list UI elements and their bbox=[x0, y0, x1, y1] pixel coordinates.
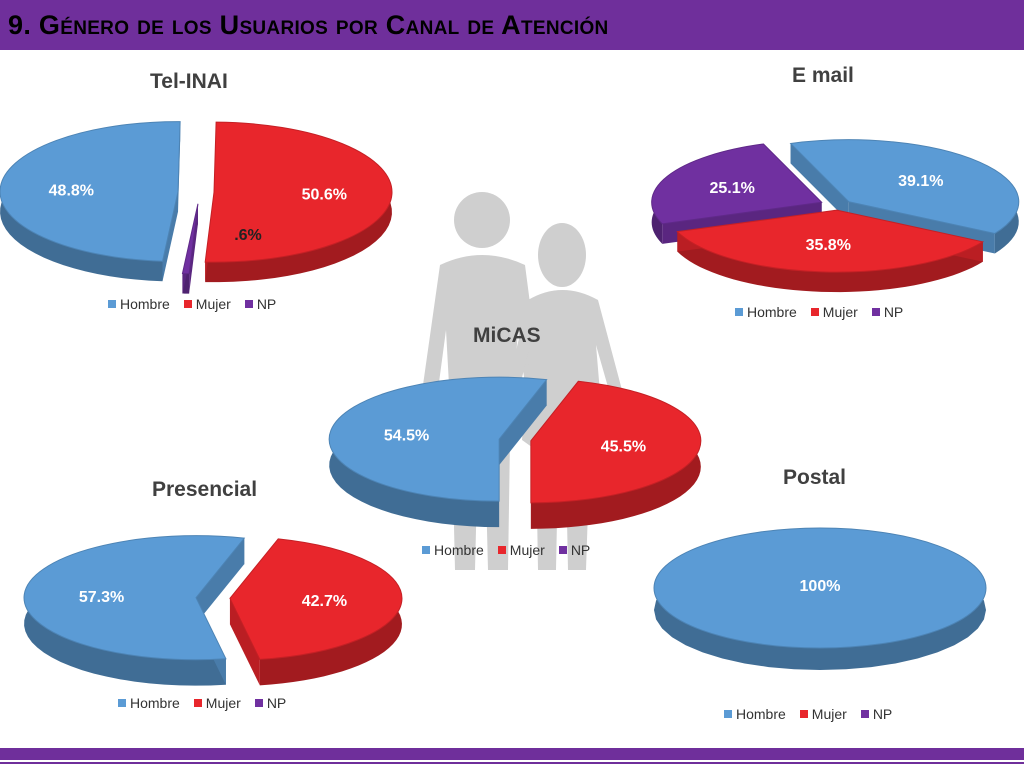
legend-item-hombre: Hombre bbox=[422, 542, 484, 558]
pie-slice-hombre bbox=[0, 121, 181, 262]
legend-item-mujer: Mujer bbox=[810, 304, 858, 320]
pie-slice-hombre bbox=[789, 139, 1020, 234]
pie-slice-edge bbox=[790, 143, 849, 222]
swatch-mujer bbox=[810, 308, 819, 316]
legend-item-mujer: Mujer bbox=[799, 706, 847, 722]
swatch-np bbox=[871, 308, 880, 316]
legend-item-hombre: Hombre bbox=[724, 706, 786, 722]
legend-label: Mujer bbox=[822, 304, 858, 320]
pie-micas: 54.5% 45.5% bbox=[328, 376, 702, 529]
legend-micas: Hombre Mujer NP bbox=[422, 542, 590, 558]
chart-title-email: E mail bbox=[792, 64, 854, 87]
pie-slice-mujer bbox=[229, 538, 403, 660]
swatch-hombre bbox=[118, 699, 126, 707]
pie-slice-wall bbox=[677, 231, 983, 293]
legend-label: Hombre bbox=[130, 695, 180, 711]
legend-email: Hombre Mujer NP bbox=[735, 304, 903, 320]
swatch-hombre bbox=[724, 710, 732, 718]
data-label-np: 25.1% bbox=[709, 180, 754, 197]
chart-title-presencial: Presencial bbox=[152, 478, 258, 501]
legend-postal: Hombre Mujer NP bbox=[724, 706, 892, 722]
footer-line bbox=[0, 762, 1024, 764]
data-label-hombre: 54.5% bbox=[384, 427, 429, 444]
data-label-mujer: 50.6% bbox=[302, 187, 347, 204]
pie-slice-np bbox=[651, 143, 823, 225]
page-title: 9. Género de los Usuarios por Canal de A… bbox=[8, 10, 609, 40]
data-label-mujer: 35.8% bbox=[806, 237, 851, 254]
swatch-mujer bbox=[497, 546, 506, 554]
legend-item-hombre: Hombre bbox=[118, 695, 180, 711]
legend-label: NP bbox=[256, 296, 277, 312]
swatch-mujer bbox=[193, 699, 202, 707]
swatch-np bbox=[558, 546, 567, 554]
pie-slice-edge bbox=[229, 598, 260, 686]
legend-item-mujer: Mujer bbox=[193, 695, 241, 711]
swatch-np bbox=[860, 710, 869, 718]
data-label-mujer: 45.5% bbox=[601, 439, 646, 456]
swatch-hombre bbox=[735, 308, 743, 316]
legend-label: Hombre bbox=[434, 542, 484, 558]
legend-item-np: NP bbox=[254, 695, 287, 711]
swatch-mujer bbox=[799, 710, 808, 718]
data-label-np: .6% bbox=[234, 227, 262, 244]
swatch-np bbox=[244, 300, 253, 308]
chart-title-tel-inai: Tel-INAI bbox=[150, 70, 228, 93]
pie-slice-edge bbox=[196, 538, 245, 624]
swatch-hombre bbox=[108, 300, 116, 308]
legend-label: NP bbox=[883, 304, 904, 320]
pie-slice-np bbox=[181, 203, 199, 275]
legend-item-np: NP bbox=[558, 542, 591, 558]
legend-presencial: Hombre Mujer NP bbox=[118, 695, 286, 711]
swatch-hombre bbox=[422, 546, 430, 554]
legend-item-np: NP bbox=[244, 296, 277, 312]
pie-slice-hombre bbox=[653, 527, 987, 649]
pie-email: 39.1% 35.8% 25.1% bbox=[651, 139, 1020, 293]
pie-slice-edge bbox=[499, 379, 547, 466]
swatch-mujer bbox=[183, 300, 192, 308]
swatch-np bbox=[254, 699, 263, 707]
legend-tel-inai: Hombre Mujer NP bbox=[108, 296, 276, 312]
legend-label: NP bbox=[872, 706, 893, 722]
pie-postal: 100% bbox=[653, 527, 987, 670]
data-label-hombre: 39.1% bbox=[898, 173, 943, 190]
legend-label: Mujer bbox=[195, 296, 231, 312]
pie-slice-hombre bbox=[23, 535, 246, 661]
pie-tel-inai: 48.8% 50.6% .6% bbox=[0, 121, 393, 294]
legend-item-np: NP bbox=[860, 706, 893, 722]
legend-item-mujer: Mujer bbox=[497, 542, 545, 558]
legend-label: Hombre bbox=[747, 304, 797, 320]
data-label-hombre: 48.8% bbox=[49, 182, 94, 199]
legend-label: Mujer bbox=[811, 706, 847, 722]
pie-slice-mujer bbox=[676, 209, 985, 273]
header-bar: 9. Género de los Usuarios por Canal de A… bbox=[0, 0, 1024, 50]
legend-item-hombre: Hombre bbox=[108, 296, 170, 312]
legend-label: Mujer bbox=[205, 695, 241, 711]
pie-presencial: 57.3% 42.7% bbox=[23, 535, 403, 686]
legend-label: Hombre bbox=[120, 296, 170, 312]
data-label-hombre: 57.3% bbox=[79, 589, 124, 606]
pie-slice-hombre bbox=[328, 376, 548, 502]
legend-item-np: NP bbox=[871, 304, 904, 320]
pie-slice-edge bbox=[162, 191, 179, 282]
data-label-hombre: 100% bbox=[800, 578, 841, 595]
pie-slice-mujer bbox=[530, 380, 702, 504]
legend-label: NP bbox=[266, 695, 287, 711]
legend-item-mujer: Mujer bbox=[183, 296, 231, 312]
chart-title-postal: Postal bbox=[783, 466, 847, 489]
legend-label: Mujer bbox=[509, 542, 545, 558]
pie-slice-mujer bbox=[204, 121, 393, 263]
footer-bar bbox=[0, 748, 1024, 760]
chart-title-micas: MiCAS bbox=[473, 324, 541, 347]
legend-item-hombre: Hombre bbox=[735, 304, 797, 320]
legend-label: NP bbox=[570, 542, 591, 558]
legend-label: Hombre bbox=[736, 706, 786, 722]
data-label-mujer: 42.7% bbox=[302, 593, 347, 610]
